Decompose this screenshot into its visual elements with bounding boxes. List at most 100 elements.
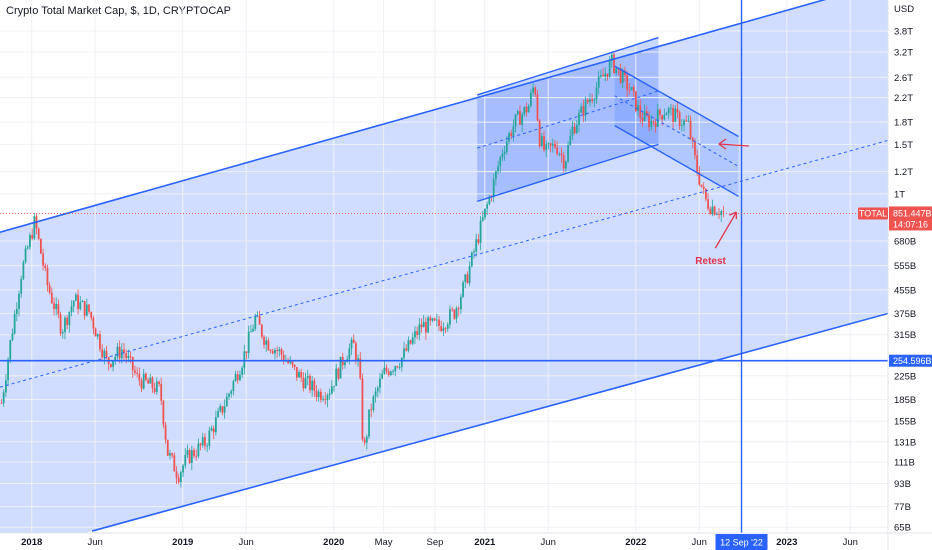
- x-tick-label: 2020: [323, 537, 344, 548]
- candle-body: [529, 92, 532, 106]
- candle-body: [567, 145, 569, 162]
- candle-body: [370, 409, 373, 411]
- candle-body: [39, 238, 42, 254]
- candle-body: [50, 292, 53, 304]
- candle-body: [175, 471, 178, 478]
- candle-body: [628, 89, 631, 91]
- candle-body: [713, 206, 716, 215]
- candle-body: [153, 388, 156, 393]
- candle-body: [26, 247, 29, 249]
- candle-body: [676, 108, 679, 113]
- y-tick-label: 2.2T: [894, 93, 913, 104]
- candle-body: [484, 208, 486, 218]
- candle-body: [462, 282, 464, 297]
- candle-body: [223, 406, 226, 413]
- candle-body: [392, 371, 394, 372]
- candle-body: [309, 375, 311, 391]
- y-axis-panel: [888, 0, 932, 550]
- candle-body: [634, 91, 637, 112]
- candle-body: [694, 141, 696, 156]
- y-tick-label: 375B: [894, 309, 916, 320]
- candle-body: [282, 354, 285, 362]
- candle-body: [451, 309, 454, 311]
- candle-body: [204, 437, 206, 446]
- candle-body: [621, 70, 624, 83]
- candle-body: [650, 121, 653, 128]
- candle-body: [543, 136, 545, 151]
- candle-body: [225, 396, 228, 407]
- candle-body: [715, 214, 718, 215]
- candle-body: [363, 439, 366, 443]
- x-tick-label: 2023: [776, 537, 797, 548]
- price-tag-countdown: 14:07:16: [893, 219, 928, 229]
- y-tick-label: 1.2T: [894, 167, 913, 178]
- candle-body: [166, 439, 169, 456]
- support-tag-label: 254.596B: [893, 356, 932, 366]
- candle-body: [269, 350, 272, 351]
- price-tag-value: 851.447B: [893, 208, 932, 218]
- candle-body: [376, 387, 379, 392]
- candle-body: [534, 87, 537, 95]
- candle-body: [556, 147, 559, 155]
- candle-body: [116, 346, 119, 357]
- candle-body: [720, 211, 723, 216]
- candle-body: [687, 120, 690, 122]
- candle-body: [488, 196, 491, 205]
- candle-body: [352, 339, 355, 344]
- candle-body: [354, 343, 357, 361]
- candle-body: [389, 371, 392, 376]
- candle-body: [7, 359, 9, 381]
- candle-body: [709, 208, 712, 215]
- date-tag: [715, 534, 768, 550]
- candle-body: [510, 133, 513, 137]
- candle-body: [201, 437, 204, 446]
- candle-body: [589, 99, 591, 103]
- y-tick-label: 131B: [894, 437, 916, 448]
- candle-body: [626, 75, 629, 90]
- candle-body: [394, 366, 397, 372]
- candle-body: [597, 76, 600, 88]
- candle-body: [206, 445, 209, 447]
- candle-body: [155, 381, 158, 393]
- candle-body: [160, 384, 163, 401]
- candle-body: [22, 262, 25, 279]
- candle-body: [252, 328, 254, 332]
- candle-body: [674, 108, 677, 122]
- candle-body: [403, 348, 405, 358]
- y-tick-label: 555B: [894, 261, 916, 272]
- candle-body: [398, 366, 401, 368]
- candle-body: [475, 239, 478, 252]
- candle-body: [239, 374, 241, 381]
- candle-body: [374, 391, 377, 397]
- candle-body: [383, 367, 386, 374]
- candle-body: [663, 115, 666, 120]
- candle-body: [407, 340, 410, 351]
- candle-body: [293, 364, 296, 368]
- inner-box-top-line: [477, 36, 659, 96]
- candle-body: [151, 377, 154, 389]
- candle-body: [427, 317, 429, 333]
- candle-body: [179, 472, 182, 483]
- candle-body: [302, 377, 305, 389]
- candle-body: [99, 334, 101, 350]
- candle-body: [578, 112, 580, 125]
- channel-lower-line: [91, 312, 888, 532]
- candle-body: [512, 126, 515, 137]
- candle-body: [379, 378, 381, 388]
- candle-body: [190, 450, 193, 463]
- candle-body: [256, 315, 259, 317]
- candle-body: [643, 111, 646, 122]
- candle-body: [457, 308, 460, 310]
- candle-body: [85, 304, 88, 316]
- candle-body: [260, 324, 263, 337]
- candle-body: [278, 349, 281, 352]
- candle-body: [569, 135, 572, 146]
- candle-body: [523, 106, 526, 115]
- candle-body: [295, 367, 298, 378]
- candle-body: [361, 378, 364, 440]
- candle-body: [508, 133, 510, 142]
- candle-body: [545, 143, 548, 151]
- candle-body: [101, 349, 104, 358]
- candle-body: [455, 308, 458, 319]
